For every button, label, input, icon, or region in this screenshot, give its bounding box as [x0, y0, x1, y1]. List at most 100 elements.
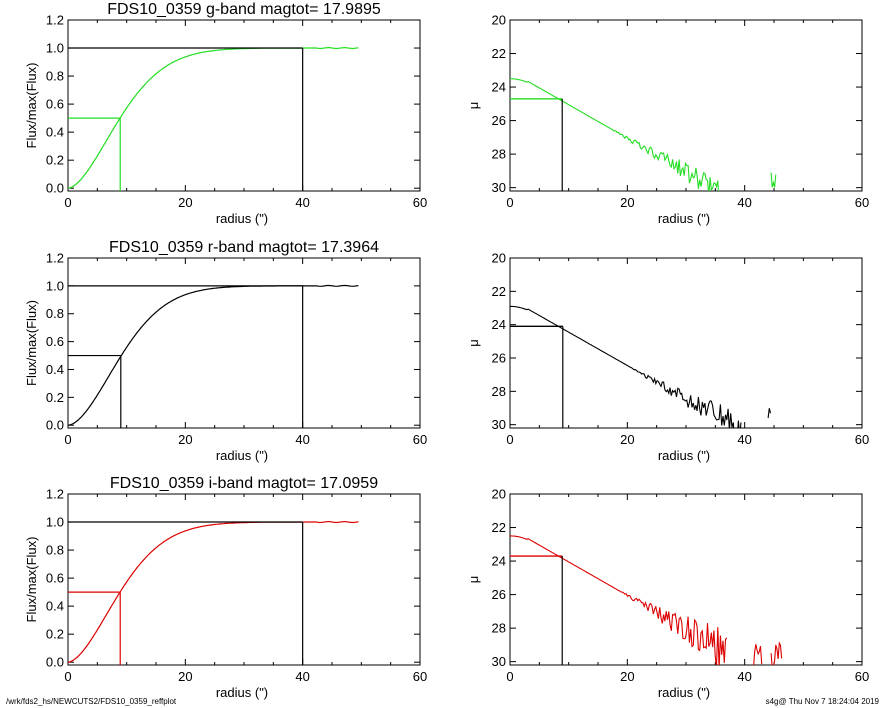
g-profile-xtick-label: 60: [855, 195, 869, 210]
r-profile-xtick-label: 0: [506, 432, 513, 447]
i-growth-xtick-label: 20: [178, 669, 192, 684]
i-profile-ytick-label: 24: [492, 554, 506, 569]
i-profile-xtick-label: 20: [620, 669, 634, 684]
r-profile-ytick-label: 20: [492, 251, 506, 266]
i-growth-ytick-label: 0.2: [46, 627, 64, 642]
g-profile-xtick-label: 20: [620, 195, 634, 210]
r-growth-ytick-label: 0.6: [46, 334, 64, 349]
i-growth-ytick-label: 0.8: [46, 543, 64, 558]
i-growth-chart: 0 20 40 60 0.0 0.2 0.4 0.6 0.8 1.0 1.2 radius (") Fl…: [24, 475, 427, 700]
r-growth-xtick-label: 0: [64, 432, 71, 447]
r-growth-xlabel: radius ("): [216, 448, 268, 463]
i-profile-ylabel: μ: [466, 576, 481, 584]
g-profile-xtick-label: 40: [737, 195, 751, 210]
g-growth-ytick-label: 0.0: [46, 181, 64, 196]
r-growth-xtick-label: 20: [178, 432, 192, 447]
i-growth-title: FDS10_0359 i-band magtot= 17.0959: [110, 475, 378, 492]
i-profile-xlabel: radius ("): [658, 685, 710, 700]
i-profile-ytick-label: 30: [492, 654, 506, 669]
g-profile-ytick-label: 26: [492, 113, 506, 128]
g-growth-title: FDS10_0359 g-band magtot= 17.9895: [107, 1, 381, 18]
r-profile-profile-curve: [510, 305, 742, 428]
footer-path: /wrk/fds2_hs/NEWCUTS2/FDS10_0359_reffplo…: [6, 697, 177, 706]
footer-timestamp: s4g@ Thu Nov 7 18:24:04 2019: [766, 697, 880, 706]
i-profile-plot-area: [510, 535, 783, 665]
i-profile-ytick-label: 20: [492, 487, 506, 502]
r-growth-growth-curve: [68, 284, 359, 426]
r-profile-ylabel: μ: [466, 339, 481, 347]
r-profile-ytick-label: 24: [492, 317, 506, 332]
r-growth-xtick-label: 60: [413, 432, 427, 447]
r-growth-ytick-label: 1.0: [46, 278, 64, 293]
g-profile-ytick-label: 24: [492, 80, 506, 95]
r-growth-ytick-label: 0.0: [46, 418, 64, 433]
i-growth-xlabel: radius ("): [216, 685, 268, 700]
i-profile-xtick-label: 40: [737, 669, 751, 684]
g-growth-ytick-label: 0.2: [46, 153, 64, 168]
r-profile-xtick-label: 60: [855, 432, 869, 447]
r-growth-plot-area: [68, 284, 359, 428]
i-profile-chart: 0 20 40 60 20 22 24 26 28 30 radius (") μ: [466, 487, 869, 701]
r-profile-xlabel: radius ("): [658, 448, 710, 463]
g-profile-ytick-label: 22: [492, 46, 506, 61]
i-growth-ylabel: Flux/max(Flux): [24, 537, 39, 623]
i-growth-growth-curve: [68, 520, 359, 663]
g-profile-plot-area: [510, 78, 777, 191]
i-growth-xtick-label: 60: [413, 669, 427, 684]
g-profile-xtick-label: 0: [506, 195, 513, 210]
g-profile-ytick-label: 28: [492, 147, 506, 162]
r-profile-ytick-label: 28: [492, 384, 506, 399]
r-profile-ytick-label: 30: [492, 417, 506, 432]
r-profile-ytick-label: 26: [492, 351, 506, 366]
g-growth-xtick-label: 0: [64, 195, 71, 210]
r-profile-xtick-label: 40: [737, 432, 751, 447]
i-growth-ytick-label: 0.6: [46, 571, 64, 586]
i-profile-profile-curve: [510, 535, 728, 665]
i-growth-ytick-label: 0.4: [46, 599, 64, 614]
r-growth-ytick-label: 0.2: [46, 390, 64, 405]
r-profile-chart: 0 20 40 60 20 22 24 26 28 30 radius (") μ: [466, 251, 869, 464]
g-growth-xtick-label: 60: [413, 195, 427, 210]
g-growth-xtick-label: 40: [295, 195, 309, 210]
g-growth-growth-curve: [68, 46, 359, 189]
i-profile-profile-fragment: [753, 644, 763, 665]
i-profile-ytick-label: 28: [492, 621, 506, 636]
r-growth-chart: 0 20 40 60 0.0 0.2 0.4 0.6 0.8 1.0 1.2 radius (") Fl…: [24, 239, 427, 463]
i-profile-xtick-label: 0: [506, 669, 513, 684]
g-profile-ytick-label: 30: [492, 180, 506, 195]
i-profile-ytick-label: 26: [492, 587, 506, 602]
r-profile-plot-area: [510, 305, 772, 428]
r-growth-ytick-label: 0.8: [46, 306, 64, 321]
g-growth-ytick-label: 1.2: [46, 13, 64, 28]
g-profile-profile-fragment: [770, 172, 777, 188]
r-growth-xtick-label: 40: [295, 432, 309, 447]
g-profile-xlabel: radius ("): [658, 211, 710, 226]
g-growth-ytick-label: 0.4: [46, 125, 64, 140]
g-profile-ylabel: μ: [466, 102, 481, 110]
i-profile-ytick-label: 22: [492, 520, 506, 535]
g-growth-chart: 0 20 40 60 0.0 0.2 0.4 0.6 0.8 1.0 1.2 radius (") Fl…: [24, 1, 427, 226]
i-profile-profile-fragment: [770, 641, 783, 665]
g-growth-xlabel: radius ("): [216, 211, 268, 226]
r-growth-ytick-label: 0.4: [46, 362, 64, 377]
g-profile-ytick-label: 20: [492, 13, 506, 28]
r-profile-xtick-label: 20: [620, 432, 634, 447]
g-growth-plot-area: [68, 46, 359, 191]
i-growth-xtick-label: 0: [64, 669, 71, 684]
g-growth-ytick-label: 1.0: [46, 41, 64, 56]
r-growth-ylabel: Flux/max(Flux): [24, 300, 39, 386]
i-growth-ytick-label: 0.0: [46, 655, 64, 670]
i-growth-plot-area: [68, 520, 359, 665]
g-growth-ytick-label: 0.6: [46, 97, 64, 112]
g-profile-profile-curve: [510, 78, 719, 191]
i-profile-xtick-label: 60: [855, 669, 869, 684]
g-growth-xtick-label: 20: [178, 195, 192, 210]
i-growth-xtick-label: 40: [295, 669, 309, 684]
g-growth-ytick-label: 0.8: [46, 69, 64, 84]
g-profile-chart: 0 20 40 60 20 22 24 26 28 30 radius (") μ: [466, 13, 869, 227]
r-profile-profile-fragment: [767, 408, 772, 419]
r-profile-ytick-label: 22: [492, 284, 506, 299]
g-growth-ylabel: Flux/max(Flux): [24, 63, 39, 149]
